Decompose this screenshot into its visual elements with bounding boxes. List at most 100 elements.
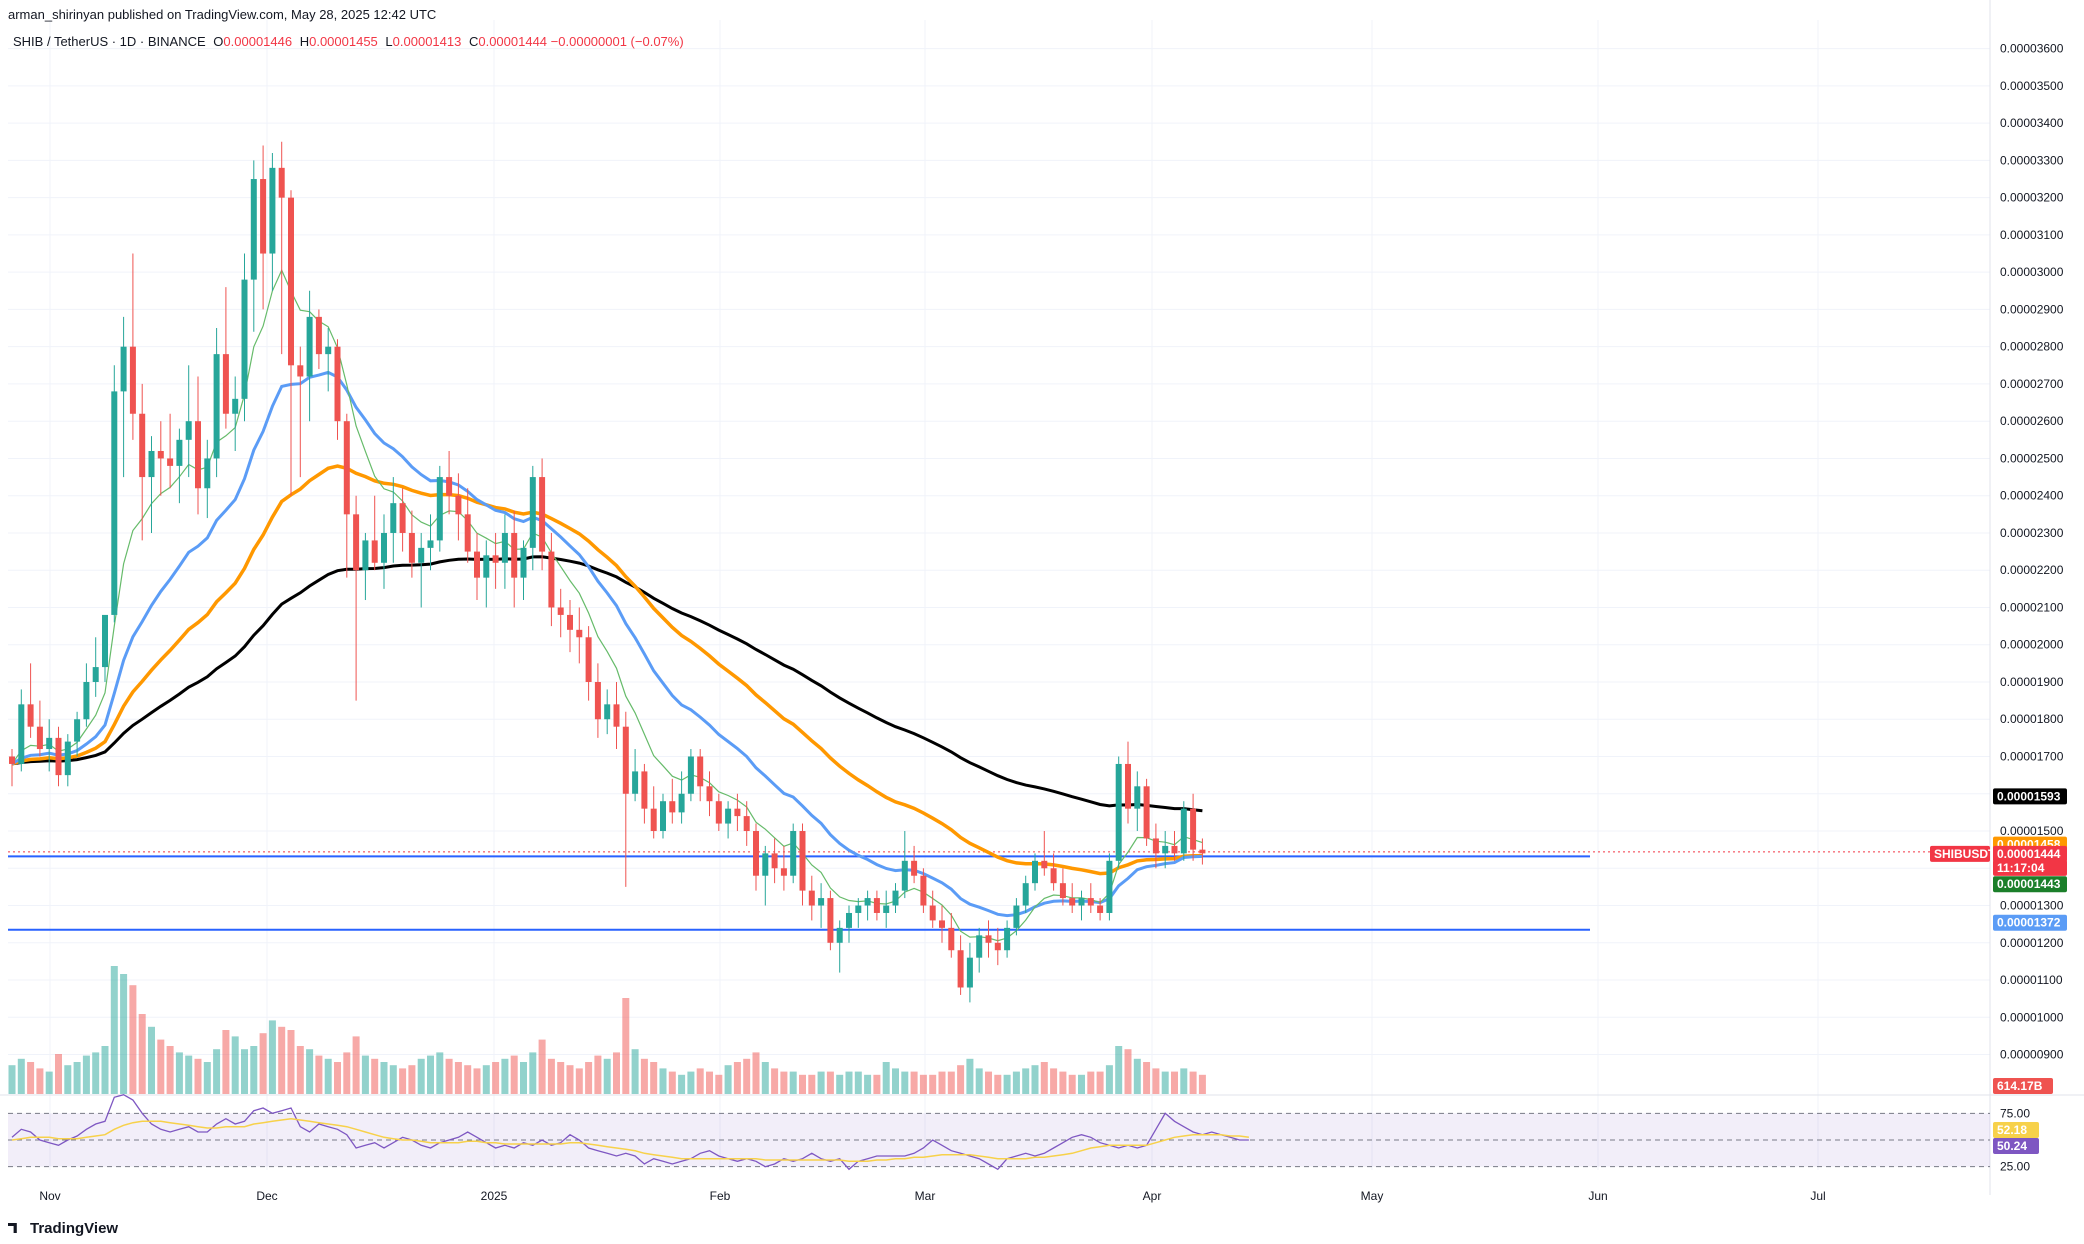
volume-bar (994, 1074, 1002, 1094)
volume-bar (975, 1068, 983, 1094)
volume-bar (817, 1071, 825, 1094)
volume-bar (287, 1030, 295, 1094)
price-tick-label: 0.00003000 (2000, 265, 2064, 279)
volume-bar (1198, 1074, 1206, 1094)
volume-bar (8, 1065, 16, 1094)
volume-bar (501, 1058, 509, 1094)
volume-bar (603, 1058, 611, 1094)
symbol-legend[interactable]: SHIB / TetherUS · 1D · BINANCE O0.000014… (13, 34, 684, 49)
volume-bar (399, 1068, 407, 1094)
candle-body (418, 547, 425, 563)
volume-bar (1171, 1071, 1178, 1094)
candle-body (994, 942, 1001, 951)
volume-bar (938, 1071, 946, 1094)
close-label: C (468, 34, 479, 49)
volume-bar (1180, 1068, 1188, 1094)
time-tick-label: Mar (915, 1189, 936, 1203)
volume-bar (510, 1055, 518, 1094)
volume-bar (743, 1058, 751, 1094)
rsi-ma-tag: 52.18 (1997, 1123, 2027, 1137)
volume-bar (148, 1026, 155, 1094)
volume-bar (1087, 1071, 1095, 1094)
candle-body (678, 793, 685, 813)
volume-bar (1143, 1062, 1151, 1094)
price-tick-label: 0.00003100 (2000, 228, 2064, 242)
candle-body (297, 365, 304, 377)
candle-body (250, 179, 257, 280)
volume-bar (789, 1071, 797, 1094)
close-value: 0.00001444 (478, 34, 548, 49)
candle-body (74, 719, 81, 742)
volume-bar (687, 1071, 695, 1094)
open-value: 0.00001446 (223, 34, 293, 49)
volume-bar (120, 974, 128, 1094)
candle-body (483, 555, 490, 578)
candle-body (818, 898, 825, 906)
volume-bar (947, 1071, 955, 1094)
candle-body (957, 950, 964, 988)
volume-bar (1115, 1046, 1123, 1094)
candle-body (353, 514, 360, 571)
volume-bar (845, 1071, 853, 1094)
volume-bar (715, 1074, 723, 1094)
volume-bar (1040, 1062, 1048, 1094)
candle-body (334, 346, 341, 422)
price-tick-label: 0.00002200 (2000, 563, 2064, 577)
candle-body (762, 853, 769, 876)
volume-bar (371, 1058, 379, 1094)
countdown-tag-bg (1993, 859, 2067, 876)
volume-bar (45, 1071, 53, 1094)
time-axis[interactable]: Nov Dec 2025 Feb Mar Apr May Jun Jul (39, 1189, 1825, 1203)
candle-body (511, 532, 518, 578)
ma-black-line (11, 555, 1203, 813)
symbol-tag: SHIBUSDT (1934, 847, 1996, 861)
candle-body (278, 167, 285, 198)
price-tick-label: 0.00002900 (2000, 302, 2064, 316)
candle-body (604, 704, 611, 720)
volume-bar (901, 1071, 909, 1094)
price-tick-label: 0.00003600 (2000, 42, 2064, 56)
candle-body (1022, 883, 1029, 906)
candle-body (9, 756, 15, 764)
volume-bar (36, 1068, 44, 1094)
candle-body (1171, 845, 1178, 854)
volume-bar (213, 1049, 221, 1094)
candle-body (408, 532, 415, 563)
volume-bar (1152, 1068, 1160, 1094)
symbol-name[interactable]: SHIB / TetherUS · 1D · BINANCE (13, 34, 206, 49)
rsi-tag-bg (1993, 1138, 2039, 1154)
candle-body (697, 756, 704, 787)
rsi-panel: 75.00 25.00 (8, 1094, 2030, 1174)
price-tick-label: 0.00001800 (2000, 712, 2064, 726)
volume-bar (613, 1052, 620, 1094)
candle-body (529, 477, 536, 548)
volume-bar (882, 1062, 890, 1094)
volume-bar (529, 1052, 537, 1094)
price-tick-label: 0.00003300 (2000, 153, 2064, 167)
volume-bar (436, 1052, 444, 1094)
candle-body (780, 868, 787, 876)
volume-bar (1078, 1074, 1085, 1094)
candle-body (1180, 808, 1187, 854)
candle-body (464, 514, 471, 552)
rsi-ma-tag-bg (1993, 1122, 2039, 1138)
candle-body (315, 316, 322, 355)
volume-bar (640, 1058, 648, 1094)
candle-body (381, 532, 387, 563)
candle-body (976, 935, 983, 958)
candle-body (92, 667, 99, 682)
candle-body (343, 421, 350, 515)
price-tick-label: 0.00002400 (2000, 489, 2064, 503)
open-label: O (213, 34, 224, 49)
candle-body (790, 831, 797, 876)
volume-bar (352, 1036, 360, 1094)
volume-bar (417, 1058, 425, 1094)
price-tick-label: 0.00002100 (2000, 600, 2064, 614)
candle-body (455, 495, 462, 515)
price-tick-label: 0.00000900 (2000, 1048, 2064, 1062)
candle-body (929, 905, 936, 921)
tradingview-logo[interactable]: TradingView (8, 1220, 118, 1237)
volume-bar (17, 1058, 25, 1094)
price-axis[interactable]: 0.00000900 0.00001000 0.00001100 0.00001200… (2000, 42, 2064, 1062)
